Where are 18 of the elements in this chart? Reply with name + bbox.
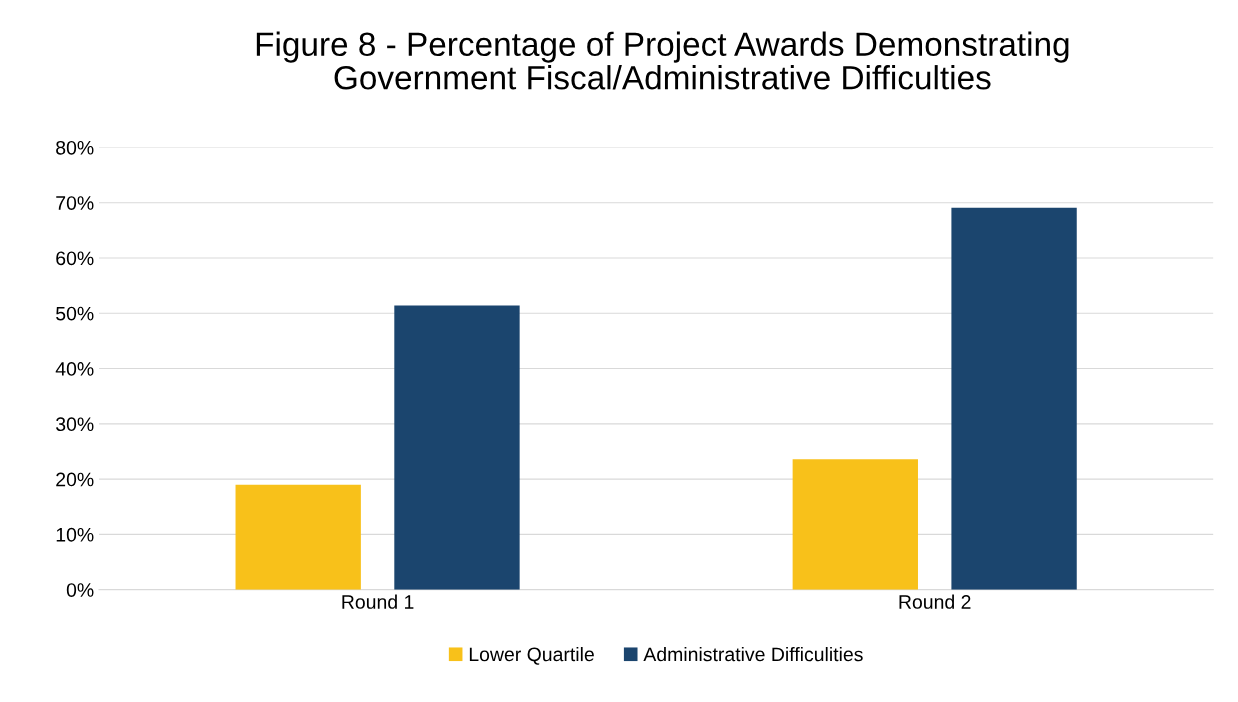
y-tick-label: 70% xyxy=(56,196,94,210)
x-tick-label: Round 2 xyxy=(899,594,971,609)
bar xyxy=(394,305,520,590)
bar xyxy=(792,459,918,590)
bar xyxy=(235,484,361,590)
x-tick-label: Round 1 xyxy=(342,594,414,609)
y-tick-label: 20% xyxy=(56,472,94,487)
y-tick-label: 30% xyxy=(56,417,94,432)
y-tick-label: 40% xyxy=(55,362,94,376)
y-tick-label: 80% xyxy=(56,140,94,155)
y-tick-label: 0% xyxy=(66,583,94,597)
bar xyxy=(951,207,1077,590)
y-tick-label: 50% xyxy=(56,306,94,321)
y-tick-label: 60% xyxy=(56,251,94,266)
y-tick-label: 10% xyxy=(56,527,94,542)
chart-title: Figure 8 - Percentage of Project Awards Demonstrating Government Fiscal/Administrative Difficulties xyxy=(256,31,1069,90)
legend-label: Administrative Difficulities xyxy=(643,646,863,662)
legend-label: Lower Quartile xyxy=(469,646,594,665)
